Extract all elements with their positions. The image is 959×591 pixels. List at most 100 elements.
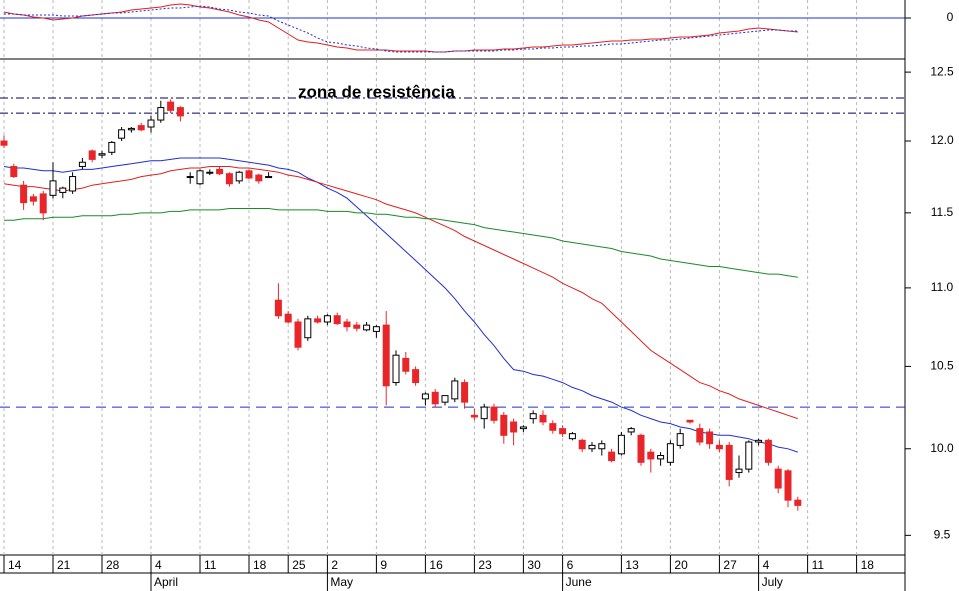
candle-body	[108, 141, 116, 153]
candle-body	[725, 444, 733, 480]
candle-body	[451, 380, 459, 400]
x-tick-label: 6	[567, 558, 574, 572]
x-tick-label: 28	[106, 558, 120, 572]
candle-body	[735, 468, 743, 474]
candle-body	[49, 180, 57, 196]
candle-body	[323, 315, 331, 323]
x-tick-label: 18	[861, 558, 875, 572]
y-tick-label: 12.5	[930, 64, 954, 78]
month-label: May	[330, 575, 353, 589]
marks	[0, 3, 905, 511]
candle-body	[500, 414, 508, 436]
candle-body	[627, 428, 635, 433]
candle-body	[441, 395, 449, 403]
candle-body	[314, 318, 322, 323]
candle-body	[382, 324, 390, 387]
candle-body	[480, 406, 488, 420]
x-tick-label: 13	[625, 558, 639, 572]
candle-body	[510, 421, 518, 433]
x-tick-label: 18	[253, 558, 267, 572]
y-tick-label: 12.0	[930, 133, 954, 147]
candle-body	[167, 101, 175, 111]
candle-body	[294, 321, 302, 348]
candle-body	[745, 441, 753, 470]
x-tick-label: 9	[380, 558, 387, 572]
candle-body	[529, 413, 537, 420]
candle-body	[29, 196, 37, 202]
candle-body	[274, 299, 282, 317]
candle-body	[578, 439, 586, 450]
candle-body	[78, 161, 86, 168]
grid	[0, 0, 905, 555]
candle-body	[235, 171, 243, 182]
annotation: zona de resistência	[298, 82, 455, 101]
y-tick-label: 10.5	[930, 359, 954, 373]
x-tick-label: 11	[204, 558, 217, 572]
candle-body	[598, 443, 606, 450]
candle-body	[755, 439, 763, 443]
candle-body	[686, 419, 694, 423]
candle-body	[265, 176, 273, 179]
candle-body	[588, 444, 596, 450]
candle-body	[372, 326, 380, 332]
candle-body	[225, 173, 233, 185]
candle-body	[568, 433, 576, 440]
candle-body	[392, 354, 400, 384]
candle-body	[608, 451, 616, 462]
indicator-line	[3, 3, 798, 53]
candle-body	[490, 406, 498, 421]
candle-body	[715, 444, 723, 450]
candle-body	[39, 193, 47, 214]
x-tick-label: 4	[155, 558, 162, 572]
candle-body	[147, 119, 155, 128]
candle-body	[216, 168, 224, 175]
candle-body	[784, 470, 792, 501]
candle-body	[137, 125, 145, 131]
candle-body	[617, 434, 625, 455]
candle-body	[519, 426, 527, 430]
x-tick-label: 2	[331, 558, 338, 572]
candle-body	[0, 140, 8, 146]
candle-body	[206, 171, 214, 174]
candle-body	[696, 428, 704, 443]
candle-body	[127, 127, 135, 131]
x-tick-label: 27	[723, 558, 737, 572]
candle-body	[333, 315, 341, 325]
candle-body	[794, 499, 802, 506]
x-tick-label: 20	[674, 558, 688, 572]
candle-body	[706, 431, 714, 445]
candle-body	[431, 391, 439, 405]
candle-body	[363, 324, 371, 331]
candle-body	[402, 357, 410, 372]
month-label: July	[762, 575, 783, 589]
candle-body	[774, 468, 782, 489]
candle-body	[196, 170, 204, 185]
y-tick-label: 0	[947, 10, 954, 24]
candle-body	[764, 439, 772, 463]
candle-body	[421, 393, 429, 400]
month-label: April	[154, 575, 178, 589]
candle-body	[559, 428, 567, 435]
candle-body	[245, 170, 253, 179]
candle-body	[539, 414, 547, 423]
candle-body	[10, 166, 18, 178]
x-tick-label: 11	[812, 558, 825, 572]
x-tick-label: 14	[8, 558, 22, 572]
candle-body	[647, 451, 655, 460]
x-tick-label: 4	[763, 558, 770, 572]
candle-body	[549, 423, 557, 431]
y-tick-label: 9.5	[934, 528, 951, 542]
y-tick-label: 11.5	[931, 205, 954, 219]
candle-body	[176, 107, 184, 117]
y-tick-label: 10.0	[930, 441, 954, 455]
candle-body	[88, 150, 96, 160]
candle-body	[59, 187, 67, 193]
candle-body	[157, 107, 165, 121]
candle-body	[412, 369, 420, 384]
candle-body	[676, 433, 684, 446]
candle-body	[353, 324, 361, 329]
moving-average	[3, 157, 798, 453]
moving-average	[3, 166, 798, 420]
month-label: June	[566, 575, 592, 589]
